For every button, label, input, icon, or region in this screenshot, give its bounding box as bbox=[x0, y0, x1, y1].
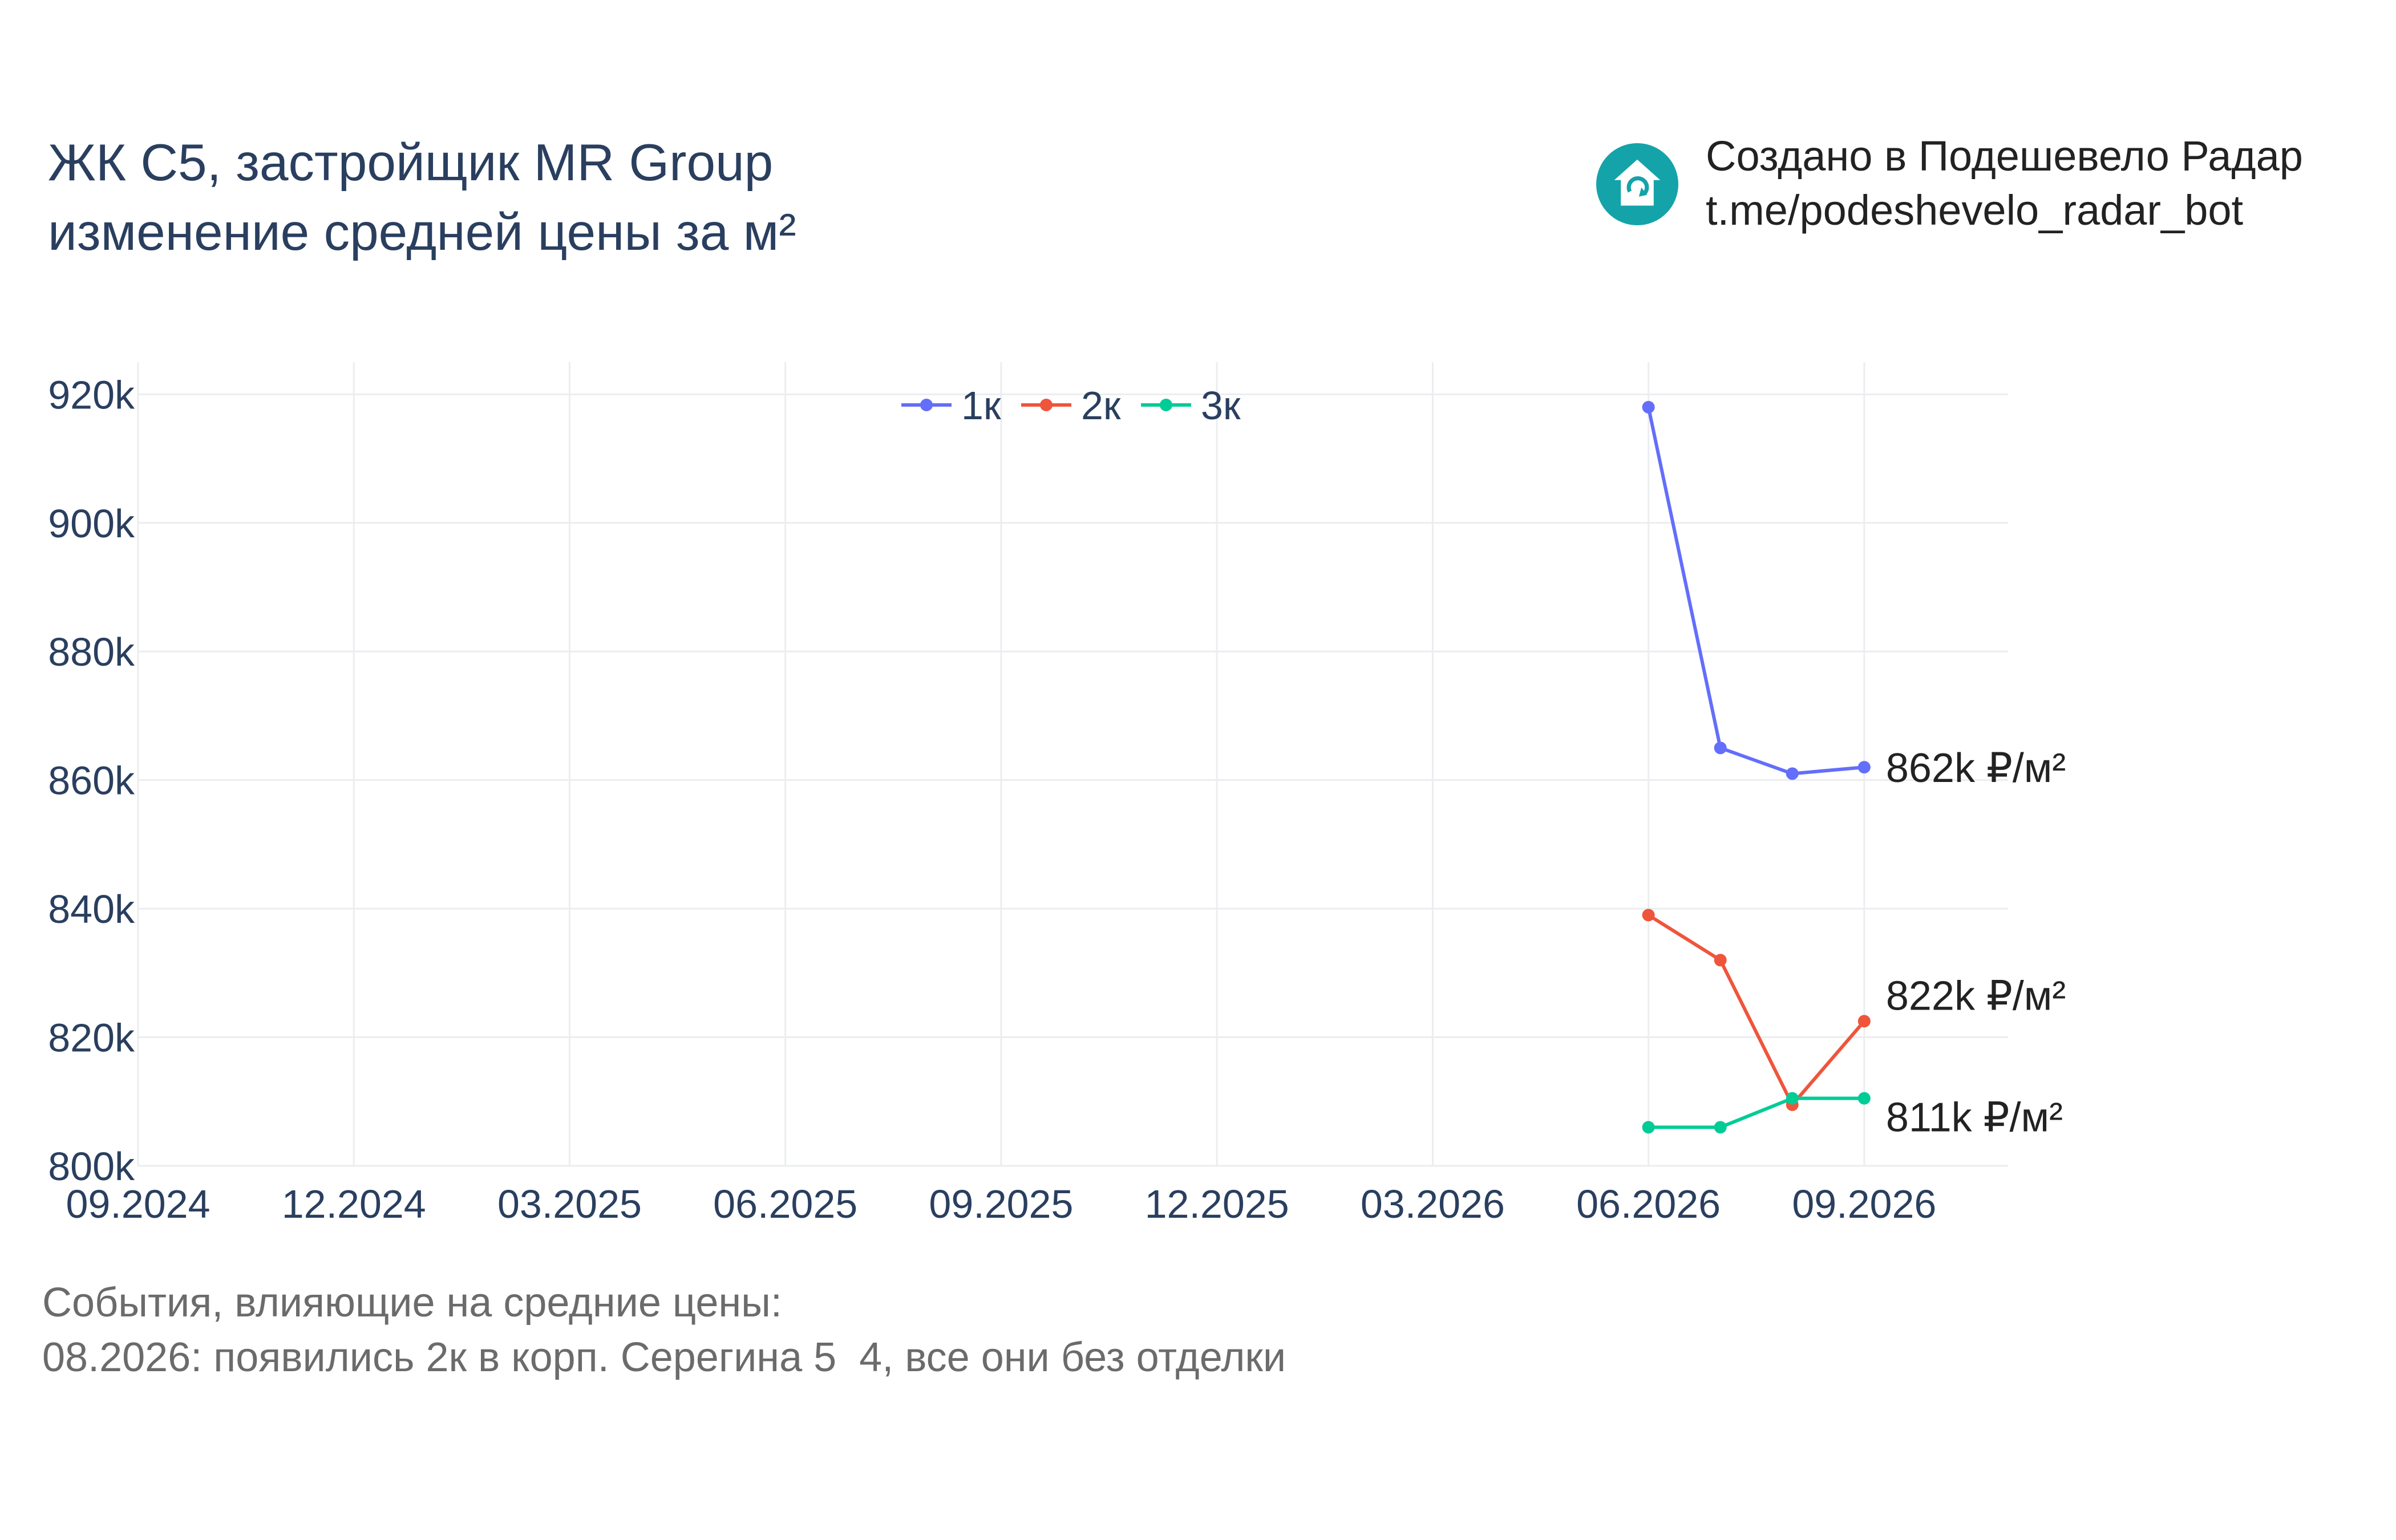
x-tick-label: 06.2025 bbox=[713, 1182, 857, 1226]
data-point bbox=[1857, 1015, 1871, 1028]
chart-title-line-1: ЖК С5, застройщик MR Group bbox=[48, 134, 774, 192]
house-refresh-icon bbox=[1596, 143, 1678, 225]
x-tick-label: 09.2024 bbox=[66, 1182, 210, 1226]
legend-swatch-marker bbox=[1160, 399, 1172, 411]
y-tick-label: 860k bbox=[48, 759, 135, 803]
brand-name: Создано в Подешевело Радар bbox=[1706, 132, 2303, 180]
legend-item-label: 1к bbox=[961, 383, 1001, 428]
x-tick-label: 12.2025 bbox=[1145, 1182, 1289, 1226]
events-heading: События, влияющие на средние цены: bbox=[42, 1280, 782, 1326]
legend-swatch-marker bbox=[1040, 399, 1053, 411]
data-point bbox=[1786, 767, 1799, 780]
end-value-label: 862k ₽/м² bbox=[1886, 745, 2066, 791]
x-tick-label: 12.2024 bbox=[282, 1182, 426, 1226]
x-tick-label: 06.2026 bbox=[1576, 1182, 1721, 1226]
series-line-1 bbox=[1646, 407, 1865, 776]
legend-item-label: 3к bbox=[1201, 383, 1241, 428]
chart-title: ЖК С5, застройщик MR Group изменение сре… bbox=[48, 128, 796, 268]
brand-link[interactable]: t.me/podeshevelo_radar_bot bbox=[1706, 187, 2244, 234]
y-tick-label: 900k bbox=[48, 501, 135, 546]
series-line-3 bbox=[1648, 1096, 1864, 1129]
y-tick-label: 840k bbox=[48, 887, 135, 931]
y-tick-label: 800k bbox=[48, 1144, 135, 1189]
x-tick-label: 09.2025 bbox=[929, 1182, 1073, 1226]
y-tick-label: 920k bbox=[48, 372, 135, 417]
brand-credit: Создано в Подешевело Радар t.me/podeshev… bbox=[1706, 129, 2303, 237]
data-point bbox=[1857, 1092, 1871, 1105]
y-tick-label: 820k bbox=[48, 1016, 135, 1060]
event-item: 08.2026: появились 2к в корп. Серегина 5… bbox=[42, 1335, 1286, 1380]
x-tick-label: 03.2026 bbox=[1361, 1182, 1505, 1226]
data-point bbox=[1714, 1121, 1727, 1134]
chart-title-line-2: изменение средней цены за м² bbox=[48, 204, 796, 261]
x-tick-label: 03.2025 bbox=[497, 1182, 642, 1226]
legend-item-label: 2к bbox=[1081, 383, 1121, 428]
data-point bbox=[1714, 954, 1727, 967]
data-point bbox=[1857, 761, 1871, 774]
data-point bbox=[1714, 741, 1727, 755]
data-point bbox=[1642, 1121, 1655, 1134]
series-line-2 bbox=[1648, 913, 1866, 1107]
y-tick-label: 880k bbox=[48, 630, 135, 674]
end-value-label: 822k ₽/м² bbox=[1886, 973, 2066, 1019]
price-chart: 800k 820k 840k 860k 880k 900k 920k 09.2024 12.20… bbox=[48, 362, 2066, 1226]
legend-swatch-marker bbox=[920, 399, 933, 411]
end-value-label: 811k ₽/м² bbox=[1886, 1095, 2063, 1141]
x-tick-label: 09.2026 bbox=[1792, 1182, 1936, 1226]
data-point bbox=[1786, 1092, 1799, 1105]
events-notes: События, влияющие на средние цены: 08.20… bbox=[42, 1275, 1286, 1385]
data-point bbox=[1642, 909, 1655, 922]
data-point bbox=[1642, 400, 1655, 414]
